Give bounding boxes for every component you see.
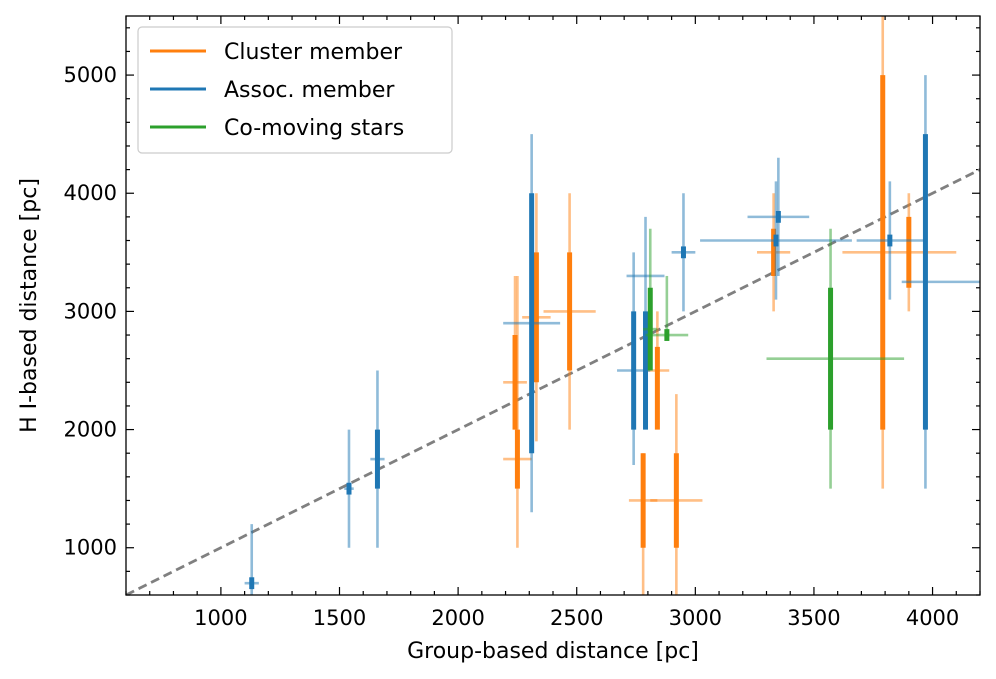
data-point-cluster-member: [628, 453, 658, 595]
data-point-cluster-member: [650, 394, 703, 595]
legend-label-co-moving-stars: Co-moving stars: [224, 116, 404, 141]
y-tick-label: 3000: [64, 299, 117, 323]
data-point-assoc-member: [671, 193, 696, 312]
x-tick-label: 2500: [550, 606, 603, 630]
y-tick-label: 5000: [64, 63, 117, 87]
legend-label-cluster-member: Cluster member: [224, 40, 403, 65]
legend-label-assoc-member: Assoc. member: [224, 78, 395, 103]
data-point-cluster-member: [522, 193, 551, 442]
x-tick-label: 3000: [669, 606, 722, 630]
data-point-cluster-member: [757, 193, 791, 312]
data-point-assoc-member: [503, 134, 561, 513]
tick-labels: 1000 1500 2000 2500 3000 3500 4000 1000 2000 3000…: [64, 63, 960, 630]
data-point-co-moving-stars: [643, 228, 658, 371]
data-point-assoc-member: [901, 75, 980, 489]
data-point-cluster-member: [543, 193, 596, 430]
y-axis-label: H I-based distance [pc]: [17, 178, 42, 433]
x-tick-label: 1500: [313, 606, 366, 630]
x-axis-label: Group-based distance [pc]: [407, 639, 699, 664]
data-point-assoc-member: [747, 157, 810, 276]
y-tick-label: 1000: [64, 536, 117, 560]
data-point-assoc-member: [626, 216, 665, 430]
series-cluster-member: [503, 16, 957, 595]
data-point-cluster-member: [503, 275, 532, 548]
data-point-cluster-member: [842, 16, 957, 489]
series-co-moving-stars: [643, 228, 905, 489]
y-tick-label: 2000: [64, 418, 117, 442]
x-tick-label: 2000: [431, 606, 484, 630]
y-tick-label: 4000: [64, 181, 117, 205]
legend-box: [137, 26, 453, 154]
reference-line-layer: [126, 168, 980, 595]
legend: Cluster member Assoc. member Co-moving s…: [137, 26, 453, 154]
data-point-cluster-member: [503, 275, 527, 430]
data-point-assoc-member: [244, 524, 259, 595]
x-tick-label: 4000: [906, 606, 959, 630]
x-tick-label: 3500: [787, 606, 840, 630]
x-tick-label: 1000: [194, 606, 247, 630]
series-assoc-member: [244, 75, 980, 595]
data-point-co-moving-stars: [645, 275, 689, 341]
one-to-one-dashed-line: [126, 168, 980, 595]
data-point-co-moving-stars: [766, 228, 905, 489]
data-point-assoc-member: [700, 181, 852, 300]
plot-frame: [125, 15, 981, 596]
data-point-assoc-member: [370, 370, 385, 548]
error-bar-marks: [244, 16, 980, 595]
data-point-assoc-member: [856, 181, 924, 300]
data-point-assoc-member: [344, 429, 354, 548]
